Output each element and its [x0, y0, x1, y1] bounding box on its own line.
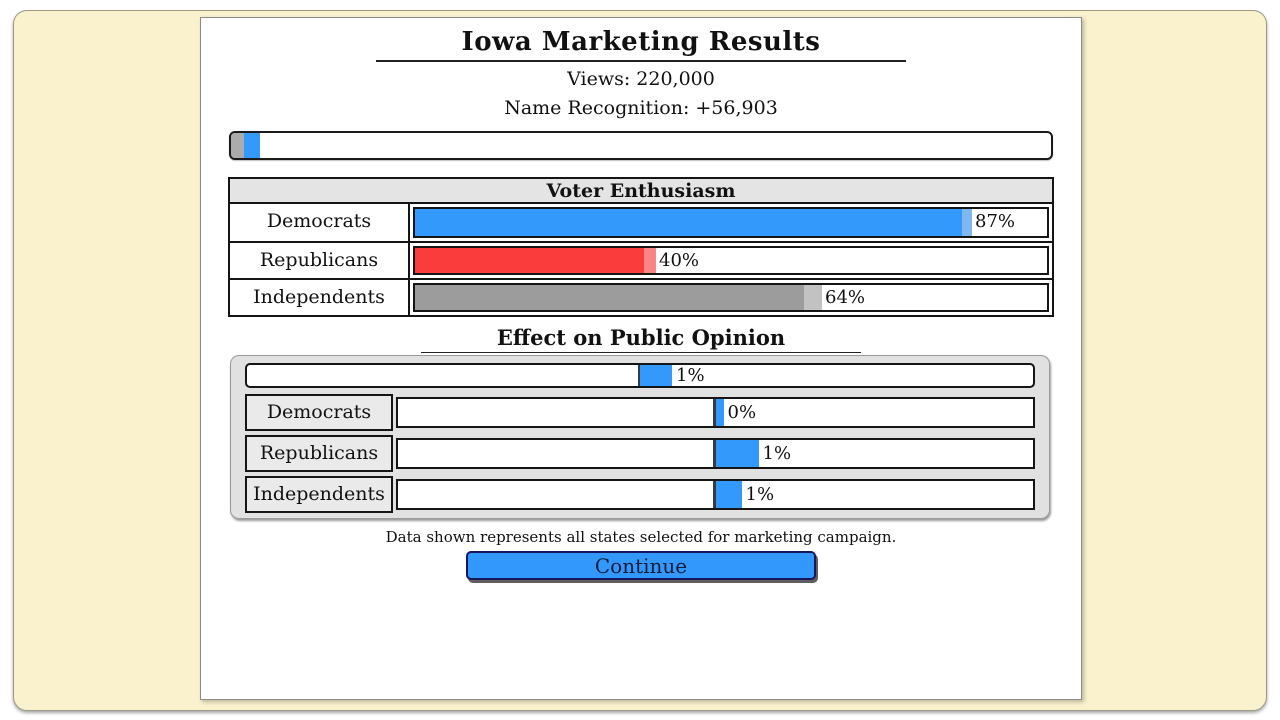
title-underline [376, 60, 906, 62]
zero-marker [713, 399, 716, 426]
bar-value: 40% [659, 250, 700, 271]
row-label-democrats: Democrats [230, 204, 410, 241]
row-label-democrats: Democrats [245, 394, 393, 431]
bar-value: 1% [676, 365, 705, 386]
bar-fill-tip [644, 248, 656, 273]
effect-section-title: Effect on Public Opinion [496, 325, 786, 350]
opinion-bar-democrats: 0% [393, 394, 1035, 431]
bar-value: 64% [825, 287, 866, 308]
row-label-independents: Independents [245, 476, 393, 513]
marketing-results-dialog: Iowa Marketing Results Views: 220,000 Na… [200, 17, 1082, 700]
bar-value: 87% [975, 211, 1016, 232]
bar-track: 1% [396, 479, 1035, 510]
zero-marker [713, 440, 716, 467]
bar-fill-tip [962, 209, 972, 236]
bar-track: 87% [413, 207, 1049, 238]
table-row-independents: Independents 64% [230, 278, 1052, 315]
name-recognition-stat: Name Recognition: +56,903 [504, 97, 778, 119]
previous-recognition-segment [231, 133, 244, 158]
row-label-republicans: Republicans [245, 435, 393, 472]
enthusiasm-bar-republicans: 40% [410, 243, 1052, 278]
opinion-bar-independents: 1% [393, 476, 1035, 513]
bar-fill [715, 440, 759, 467]
bar-fill [715, 481, 742, 508]
row-label-independents: Independents [230, 280, 410, 315]
bar-track: 64% [413, 283, 1049, 312]
bar-fill [640, 365, 672, 386]
table-row-republicans: Republicans 40% [230, 241, 1052, 278]
data-scope-note: Data shown represents all states selecte… [385, 528, 897, 546]
bar-fill [415, 209, 962, 236]
bar-track: 1% [396, 438, 1035, 469]
effect-row-independents: Independents 1% [245, 476, 1035, 513]
table-row-democrats: Democrats 87% [230, 204, 1052, 241]
bar-value: 1% [745, 484, 775, 505]
bar-fill [415, 285, 804, 310]
opinion-bar-republicans: 1% [393, 435, 1035, 472]
overall-opinion-bar: 1% [245, 363, 1035, 388]
continue-button[interactable]: Continue [466, 551, 816, 580]
voter-enthusiasm-title: Voter Enthusiasm [230, 179, 1052, 204]
effect-on-opinion-panel: 1% Democrats 0% Republicans [230, 355, 1050, 519]
gained-recognition-segment [244, 133, 260, 158]
bar-value: 1% [762, 443, 792, 464]
row-label-republicans: Republicans [230, 243, 410, 278]
zero-marker [713, 481, 716, 508]
enthusiasm-bar-democrats: 87% [410, 204, 1052, 241]
views-stat: Views: 220,000 [567, 68, 715, 90]
bar-value: 0% [727, 402, 757, 423]
effect-row-democrats: Democrats 0% [245, 394, 1035, 431]
bar-track: 0% [396, 397, 1035, 428]
effect-title-underline [421, 352, 861, 353]
bar-fill [415, 248, 644, 273]
bar-track: 40% [413, 246, 1049, 275]
zero-marker [637, 365, 640, 386]
enthusiasm-bar-independents: 64% [410, 280, 1052, 315]
page-title: Iowa Marketing Results [461, 27, 821, 57]
name-recognition-progress-bar [229, 131, 1053, 160]
voter-enthusiasm-table: Voter Enthusiasm Democrats 87% Republica… [228, 177, 1054, 317]
effect-row-republicans: Republicans 1% [245, 435, 1035, 472]
bar-fill [715, 399, 724, 426]
bar-fill-tip [804, 285, 822, 310]
